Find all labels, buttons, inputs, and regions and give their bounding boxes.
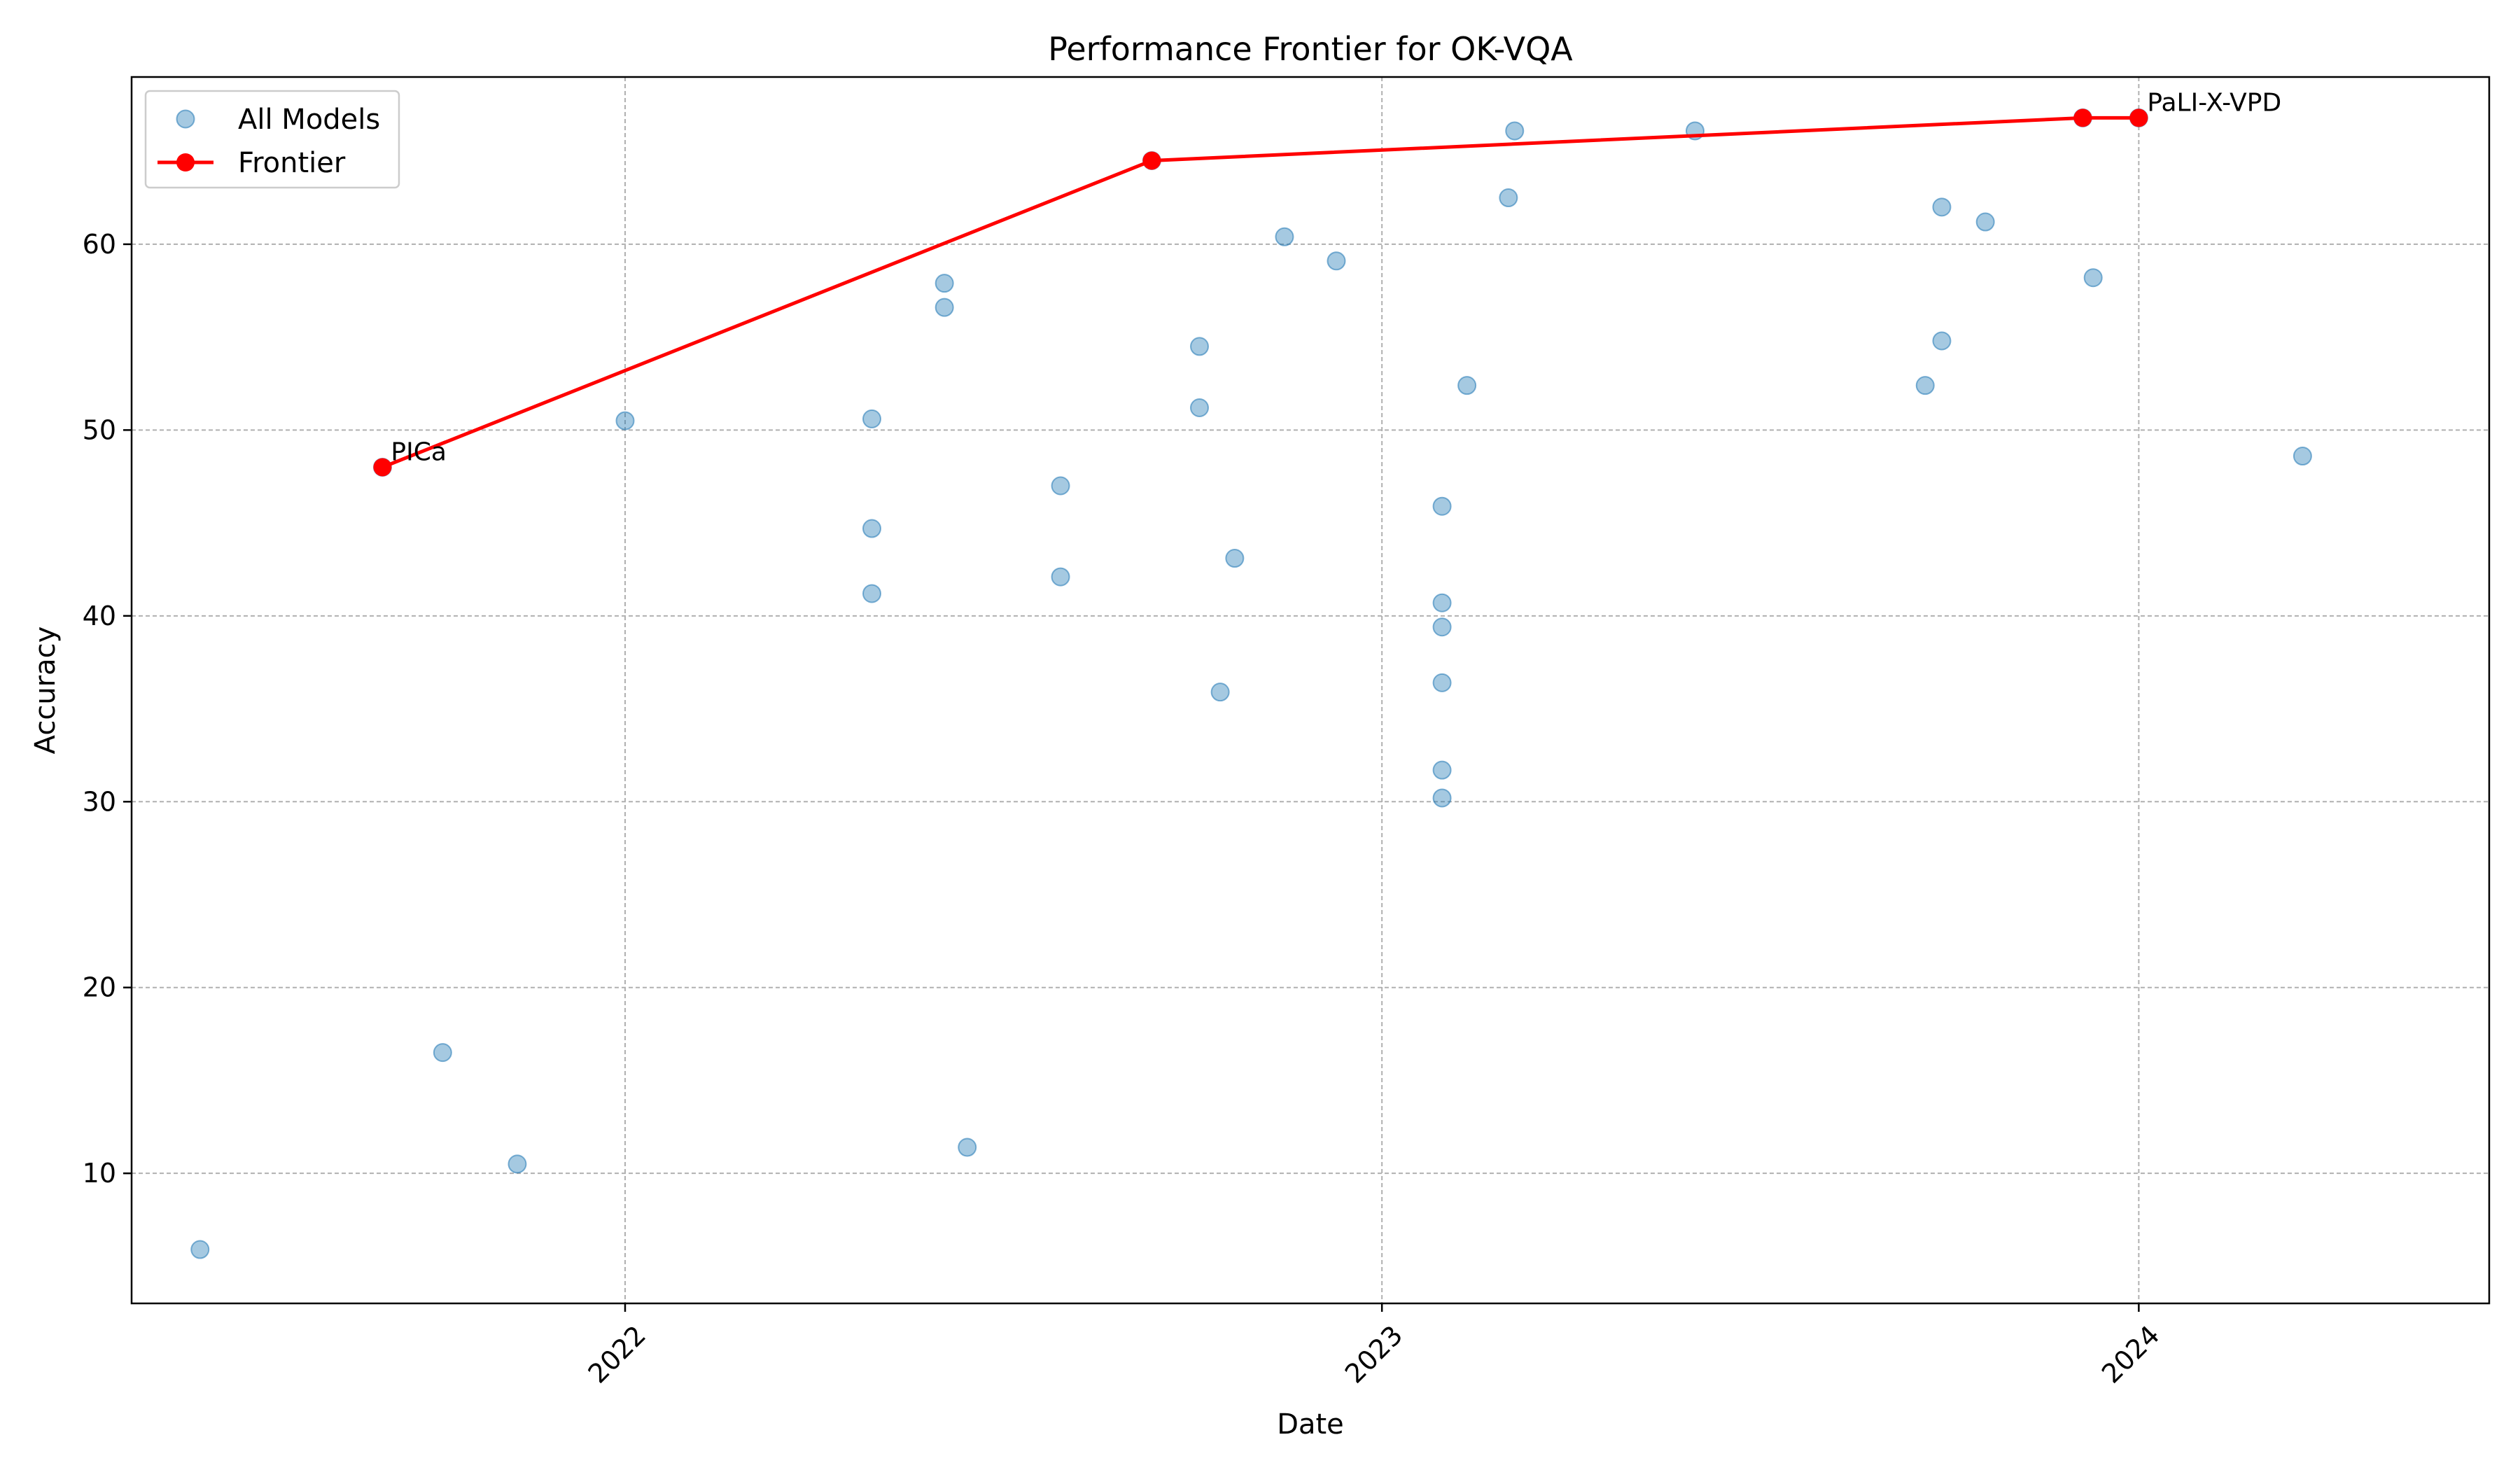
scatter-point (1915, 376, 1935, 396)
annotation-label: PICa (391, 438, 447, 466)
scatter-point (1932, 197, 1952, 217)
scatter-point (433, 1043, 452, 1063)
scatter-point (862, 519, 881, 538)
y-tick-label: 30 (83, 786, 116, 817)
scatter-point (1210, 682, 1230, 702)
frontier-point (2129, 108, 2148, 127)
scatter-point (1505, 121, 1525, 141)
y-tick-label: 10 (83, 1158, 116, 1189)
scatter-point (1432, 760, 1452, 780)
scatter-point (1457, 376, 1477, 396)
frontier-line (382, 115, 2139, 469)
y-tick-label: 40 (83, 601, 116, 631)
scatter-point (1432, 496, 1452, 516)
frontier-point (373, 458, 392, 477)
y-tick-label: 60 (83, 229, 116, 260)
scatter-point (190, 1240, 210, 1259)
chart-title: Performance Frontier for OK-VQA (1048, 30, 1573, 68)
scatter-point (1326, 251, 1346, 271)
scatter-point (934, 298, 954, 317)
legend-marker-all-models (176, 109, 195, 129)
scatter-point (1225, 549, 1245, 568)
annotation-label: PaLI-X-VPD (2147, 88, 2281, 117)
scatter-point (2083, 268, 2103, 288)
scatter-point (1432, 593, 1452, 612)
plot-frame (130, 76, 2491, 1305)
scatter-point (1275, 227, 1294, 246)
scatter-point (862, 409, 881, 428)
scatter-point (1975, 212, 1995, 232)
frontier-point (1142, 151, 1161, 170)
scatter-point (1499, 188, 1518, 208)
scatter-point (2292, 447, 2312, 466)
scatter-point (507, 1154, 527, 1174)
scatter-point (934, 274, 954, 293)
scatter-point (862, 584, 881, 603)
scatter-point (1432, 617, 1452, 637)
y-axis-label: Accuracy (29, 626, 62, 755)
y-tick-label: 50 (83, 414, 116, 445)
y-tick-label: 20 (83, 972, 116, 1003)
scatter-point (1932, 331, 1952, 351)
legend-marker-frontier (176, 153, 195, 172)
legend-label-frontier: Frontier (238, 147, 346, 179)
plot-data (190, 108, 2312, 1259)
scatter-point (1190, 398, 1210, 418)
scatter-point (958, 1138, 977, 1157)
scatter-point (1051, 476, 1070, 496)
scatter-point (1432, 673, 1452, 692)
scatter-point (1190, 337, 1210, 356)
legend: All Models Frontier (144, 90, 400, 189)
scatter-point (1432, 788, 1452, 808)
scatter-point (1051, 567, 1070, 587)
annotations: PICa PaLI-X-VPD (391, 88, 2281, 466)
x-axis-label: Date (1277, 1408, 1344, 1441)
scatter-point (615, 411, 635, 430)
frontier-point (2073, 108, 2092, 127)
legend-label-all-models: All Models (238, 104, 380, 136)
grid (132, 77, 2489, 1303)
